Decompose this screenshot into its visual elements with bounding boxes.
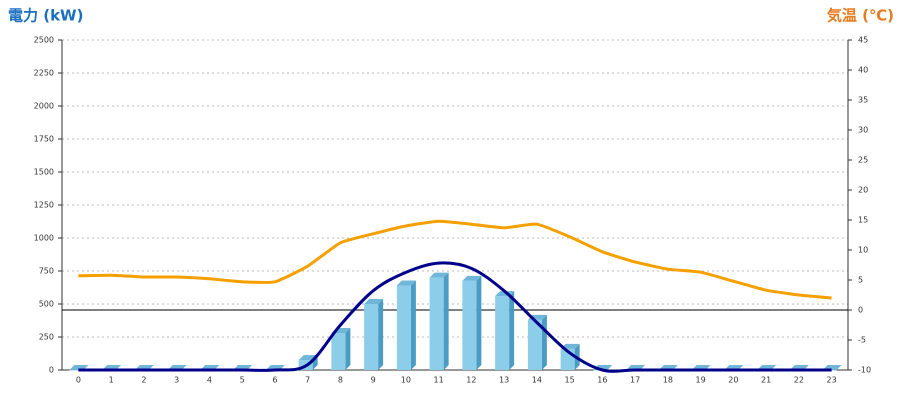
bar-face — [364, 304, 379, 370]
bar-face — [429, 277, 444, 370]
x-tick-label: 3 — [174, 376, 179, 385]
x-tick-label: 5 — [240, 376, 245, 385]
bar — [462, 275, 482, 370]
bar-face — [410, 280, 416, 370]
x-tick-label: 10 — [401, 376, 411, 385]
y-tick-label: 1000 — [34, 234, 54, 243]
y2-tick-label: -10 — [858, 366, 871, 375]
x-tick-label: 7 — [305, 376, 310, 385]
x-tick-label: 17 — [630, 376, 640, 385]
bar — [396, 280, 416, 370]
bar-face — [396, 280, 416, 286]
y2-tick-label: 45 — [858, 36, 868, 45]
x-tick-label: 4 — [207, 376, 212, 385]
bar-face — [462, 280, 477, 370]
y2-tick-label: 20 — [858, 186, 868, 195]
x-tick-label: 23 — [827, 376, 837, 385]
left-axis-title: 電力 (kW) — [8, 7, 83, 25]
x-tick-label: 8 — [338, 376, 343, 385]
bar-face — [495, 296, 510, 370]
y2-tick-label: -5 — [858, 336, 866, 345]
x-tick-label: 12 — [466, 376, 476, 385]
y2-tick-label: 10 — [858, 246, 868, 255]
y-tick-label: 750 — [39, 267, 54, 276]
bar-face — [462, 275, 482, 281]
y-tick-label: 250 — [39, 333, 54, 342]
x-tick-label: 15 — [565, 376, 575, 385]
bar — [364, 299, 384, 370]
bar-face — [443, 272, 449, 370]
x-tick-label: 1 — [109, 376, 114, 385]
y2-tick-label: 40 — [858, 66, 868, 75]
x-tick-label: 6 — [272, 376, 277, 385]
line — [78, 261, 832, 373]
right-axis-title: 気温 (℃) — [827, 7, 894, 25]
bar-face — [69, 370, 84, 371]
y-tick-label: 2000 — [34, 102, 54, 111]
bar-face — [429, 272, 449, 278]
bar-face — [345, 328, 351, 370]
x-tick-label: 20 — [728, 376, 738, 385]
line — [78, 219, 832, 300]
x-tick-label: 13 — [499, 376, 509, 385]
x-tick-label: 16 — [597, 376, 607, 385]
x-tick-label: 14 — [532, 376, 542, 385]
x-tick-label: 21 — [761, 376, 771, 385]
y-tick-label: 2500 — [34, 36, 54, 45]
bar-face — [509, 291, 515, 370]
x-tick-label: 22 — [794, 376, 804, 385]
y-tick-label: 500 — [39, 300, 54, 309]
bar-face — [527, 319, 542, 370]
x-tick-label: 9 — [371, 376, 376, 385]
x-tick-label: 11 — [434, 376, 444, 385]
x-tick-label: 18 — [663, 376, 673, 385]
y-tick-label: 2250 — [34, 69, 54, 78]
y2-tick-label: 25 — [858, 156, 868, 165]
y-tick-label: 1500 — [34, 168, 54, 177]
x-tick-label: 2 — [141, 376, 146, 385]
bar — [429, 272, 449, 370]
y-tick-label: 1750 — [34, 135, 54, 144]
y-tick-label: 0 — [49, 366, 54, 375]
bar-face — [378, 299, 384, 370]
y2-tick-label: 0 — [858, 306, 863, 315]
bar-face — [331, 333, 346, 370]
bar-face — [312, 355, 318, 370]
y-tick-label: 1250 — [34, 201, 54, 210]
y2-tick-label: 5 — [858, 276, 863, 285]
y2-tick-label: 35 — [858, 96, 868, 105]
bar-face — [541, 314, 547, 370]
y2-tick-label: 30 — [858, 126, 868, 135]
bar-face — [476, 275, 482, 370]
bar-face — [396, 285, 411, 370]
y2-tick-label: 15 — [858, 216, 868, 225]
x-tick-label: 19 — [696, 376, 706, 385]
x-tick-label: 0 — [76, 376, 81, 385]
bar-face — [364, 299, 384, 304]
bar — [495, 291, 515, 370]
